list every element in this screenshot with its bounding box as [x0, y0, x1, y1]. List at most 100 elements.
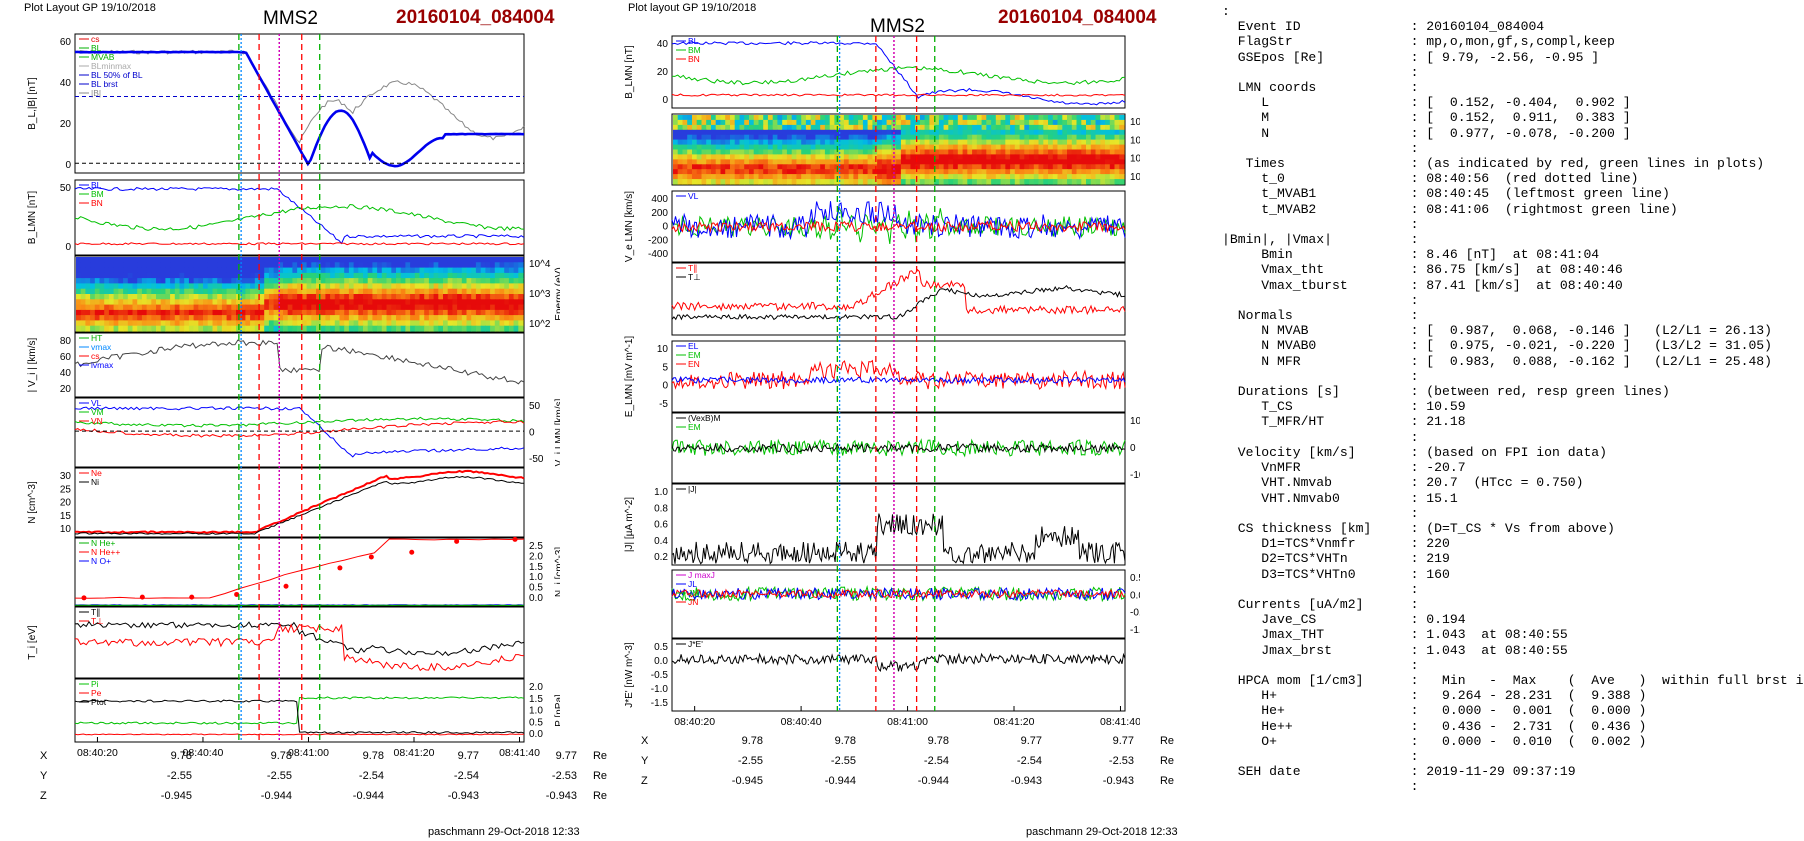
left-spectrogram-cell [254, 272, 261, 279]
middle-spectrogram-cell [962, 174, 968, 180]
coord-unit: Re [1159, 735, 1174, 747]
middle-spectrogram-cell [782, 174, 788, 180]
left-spectrogram-cell [221, 304, 228, 311]
left-spectrogram-cell [485, 257, 491, 263]
left-spectrogram-cell [490, 315, 496, 321]
left-spectrogram-cell [236, 299, 242, 306]
summary-line: Jmax_THT : 1.043 at 08:40:55 [1222, 627, 1568, 643]
middle-spectrogram-cell [749, 159, 755, 165]
left-spectrogram-cell [203, 294, 209, 300]
middle-spectrogram-cell [1086, 129, 1092, 136]
left-spectrogram-cell [151, 294, 157, 300]
left-spectrogram-cell [410, 278, 416, 284]
left-spectrogram-cell [207, 294, 213, 300]
middle-spectrogram-cell [1024, 115, 1030, 121]
middle-spectrogram-cell [1086, 174, 1092, 180]
left-spectrogram-cell [283, 315, 289, 321]
middle-spectrogram-cell [753, 154, 759, 160]
middle-spectrogram-cell [701, 134, 707, 141]
left-spectrogram-cell [273, 294, 279, 300]
middle-spectrogram-cell [1010, 154, 1016, 160]
left-spectrogram-cell [231, 320, 237, 327]
left-spectrogram-cell [372, 325, 378, 332]
left-spectrogram-cell [273, 309, 279, 316]
left-spectrogram-cell [414, 315, 421, 321]
left-spectrogram-cell [141, 278, 148, 284]
left-spectrogram-cell [118, 315, 124, 321]
left-spectrogram-cell [104, 278, 110, 284]
left-spectrogram-cell [405, 294, 411, 300]
left-spectrogram-cell [156, 325, 162, 332]
left-spectrogram-cell [268, 278, 275, 284]
middle-spectrogram-cell [853, 124, 859, 131]
left-spectrogram-cell [259, 294, 265, 300]
middle-spectrogram-cell [696, 139, 702, 146]
left-tick-label: 50 [60, 183, 72, 194]
middle-spectrogram-cell [725, 139, 731, 146]
middle-spectrogram-cell [919, 164, 926, 170]
left-spectrogram-cell [353, 278, 359, 284]
left-spectrogram-cell [325, 299, 331, 306]
middle-spectrogram-cell [715, 164, 721, 170]
middle-spectrogram-cell [711, 174, 717, 180]
left-spectrogram-cell [113, 283, 119, 290]
left-spectrogram-cell [419, 320, 425, 327]
middle-spectrogram-cell [1029, 134, 1035, 141]
left-spectrogram-cell [94, 315, 101, 321]
middle-tick-label: 0.4 [654, 536, 668, 547]
middle-spectrogram-cell [791, 159, 797, 165]
left-spectrogram-cell [471, 262, 477, 269]
left-spectrogram-cell [146, 262, 152, 269]
left-spectrogram-cell [118, 320, 124, 327]
left-spectrogram-cell [433, 294, 439, 300]
middle-axis-label: |J| [µA m^-2] [624, 497, 635, 552]
left-data-point [283, 583, 289, 589]
middle-spectrogram-cell [991, 169, 997, 175]
middle-spectrogram-cell [896, 179, 902, 185]
summary-line: t_0 : 08:40:56 (red dotted line) [1222, 171, 1639, 187]
left-spectrogram-cell [325, 320, 331, 327]
middle-spectrogram-cell [976, 169, 983, 175]
middle-spectrogram-cell [900, 149, 907, 155]
middle-spectrogram-cell [1067, 119, 1073, 126]
middle-spectrogram-cell [744, 139, 750, 146]
left-spectrogram-cell [334, 294, 341, 300]
left-spectrogram-cell [508, 272, 515, 279]
left-spectrogram-cell [108, 294, 115, 300]
middle-spectrogram-cell [1109, 129, 1116, 136]
left-spectrogram-cell [513, 272, 519, 279]
middle-spectrogram-cell [843, 115, 850, 121]
summary-line: VHT.Nmvab0 : 15.1 [1222, 490, 1458, 506]
middle-spectrogram-cell [767, 139, 774, 146]
middle-spectrogram-cell [858, 129, 864, 136]
coord-cell: -0.943 [447, 790, 479, 802]
middle-spectrogram-cell [777, 119, 783, 126]
left-spectrogram-cell [452, 262, 458, 269]
middle-spectrogram-cell [1114, 129, 1120, 136]
middle-spectrogram-cell [1062, 124, 1068, 131]
left-spectrogram-cell [226, 325, 232, 332]
middle-spectrogram-cell [706, 179, 712, 185]
middle-spectrogram-cell [834, 149, 840, 155]
middle-spectrogram-cell [720, 154, 726, 160]
middle-spectrogram-cell [938, 164, 945, 170]
left-spectrogram-cell [353, 262, 359, 269]
left-spectrogram-cell [170, 299, 176, 306]
left-spectrogram-cell [207, 267, 213, 274]
middle-spectrogram-cell [758, 164, 764, 170]
left-spectrogram-cell [132, 315, 138, 321]
left-spectrogram-cell [76, 304, 82, 311]
middle-spectrogram-cell [772, 144, 778, 151]
middle-spectrogram-cell [1005, 129, 1011, 136]
left-spectrogram-cell [123, 325, 129, 332]
middle-spectrogram-cell [715, 139, 721, 146]
middle-spectrogram-cell [948, 115, 954, 121]
coord-cell: -2.54 [1016, 755, 1042, 767]
middle-spectrogram-cell [701, 144, 707, 151]
middle-spectrogram-cell [962, 179, 968, 185]
middle-spectrogram-cell [791, 149, 797, 155]
left-spectrogram-cell [461, 288, 468, 295]
middle-spectrogram-cell [872, 119, 878, 126]
left-spectrogram-cell [504, 320, 510, 327]
middle-spectrogram-cell [677, 129, 683, 136]
